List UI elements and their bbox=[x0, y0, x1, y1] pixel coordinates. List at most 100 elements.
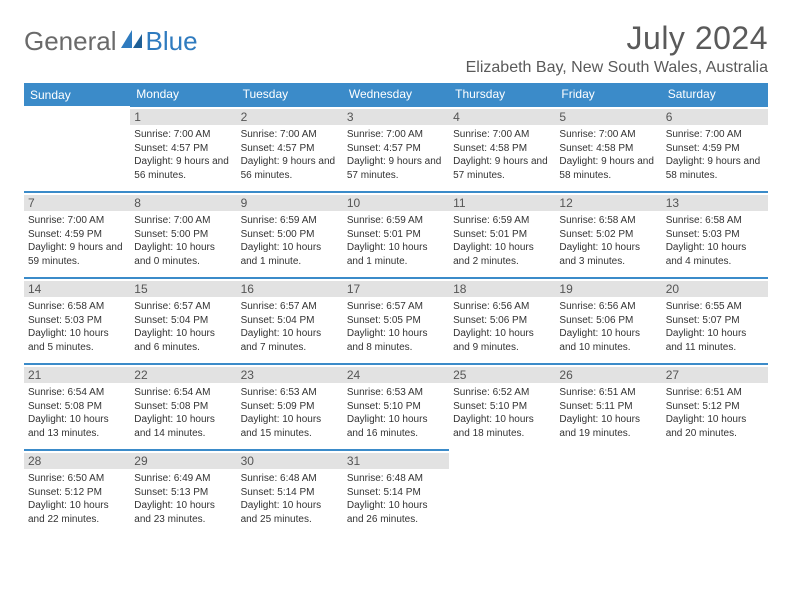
day-number: 21 bbox=[24, 367, 130, 383]
day-number: 20 bbox=[662, 281, 768, 297]
logo-text-blue: Blue bbox=[146, 26, 198, 57]
calendar-day-cell: 4Sunrise: 7:00 AMSunset: 4:58 PMDaylight… bbox=[449, 106, 555, 192]
day-details: Sunrise: 6:59 AMSunset: 5:01 PMDaylight:… bbox=[453, 214, 551, 268]
calendar-day-cell: 30Sunrise: 6:48 AMSunset: 5:14 PMDayligh… bbox=[237, 450, 343, 536]
calendar-day-cell: 16 Sunrise: 6:57 AMSunset: 5:04 PMDayligh… bbox=[237, 278, 343, 364]
calendar-day-cell: 9 Sunrise: 6:59 AMSunset: 5:00 PMDaylight… bbox=[237, 192, 343, 278]
day-number: 1 bbox=[130, 109, 236, 125]
day-number: 14 bbox=[24, 281, 130, 297]
day-details: Sunrise: 6:58 AMSunset: 5:03 PMDaylight:… bbox=[666, 214, 764, 268]
calendar-day-cell: 2Sunrise: 7:00 AMSunset: 4:57 PMDaylight… bbox=[237, 106, 343, 192]
header: General Blue July 2024 Elizabeth Bay, Ne… bbox=[24, 20, 768, 77]
calendar-week-row: 7Sunrise: 7:00 AMSunset: 4:59 PMDaylight… bbox=[24, 192, 768, 278]
day-number: 9 bbox=[237, 195, 343, 211]
calendar-day-cell: 20 Sunrise: 6:55 AMSunset: 5:07 PMDayligh… bbox=[662, 278, 768, 364]
calendar-day-cell bbox=[449, 450, 555, 536]
calendar-day-cell: 21 Sunrise: 6:54 AMSunset: 5:08 PMDayligh… bbox=[24, 364, 130, 450]
calendar-day-cell: 26 Sunrise: 6:51 AMSunset: 5:11 PMDayligh… bbox=[555, 364, 661, 450]
day-details: Sunrise: 7:00 AMSunset: 4:57 PMDaylight:… bbox=[134, 128, 232, 182]
calendar-week-row: 1 Sunrise: 7:00 AMSunset: 4:57 PMDaylight… bbox=[24, 106, 768, 192]
day-details: Sunrise: 6:58 AMSunset: 5:03 PMDaylight:… bbox=[28, 300, 126, 354]
day-number: 2 bbox=[237, 109, 343, 125]
day-number: 27 bbox=[662, 367, 768, 383]
calendar-day-cell: 15 Sunrise: 6:57 AMSunset: 5:04 PMDayligh… bbox=[130, 278, 236, 364]
day-number: 28 bbox=[24, 453, 130, 469]
day-details: Sunrise: 6:58 AMSunset: 5:02 PMDaylight:… bbox=[559, 214, 657, 268]
day-details: Sunrise: 7:00 AMSunset: 4:59 PMDaylight:… bbox=[666, 128, 764, 182]
day-number: 5 bbox=[555, 109, 661, 125]
day-header: Friday bbox=[555, 83, 661, 106]
day-header-row: SundayMondayTuesdayWednesdayThursdayFrid… bbox=[24, 83, 768, 106]
logo: General Blue bbox=[24, 20, 198, 57]
calendar-table: SundayMondayTuesdayWednesdayThursdayFrid… bbox=[24, 83, 768, 536]
day-details: Sunrise: 6:53 AMSunset: 5:10 PMDaylight:… bbox=[347, 386, 445, 440]
day-details: Sunrise: 6:59 AMSunset: 5:00 PMDaylight:… bbox=[241, 214, 339, 268]
day-number: 26 bbox=[555, 367, 661, 383]
day-details: Sunrise: 6:48 AMSunset: 5:14 PMDaylight:… bbox=[347, 472, 445, 526]
day-number: 6 bbox=[662, 109, 768, 125]
day-details: Sunrise: 6:57 AMSunset: 5:05 PMDaylight:… bbox=[347, 300, 445, 354]
day-details: Sunrise: 6:57 AMSunset: 5:04 PMDaylight:… bbox=[241, 300, 339, 354]
calendar-day-cell: 12 Sunrise: 6:58 AMSunset: 5:02 PMDayligh… bbox=[555, 192, 661, 278]
day-details: Sunrise: 6:51 AMSunset: 5:11 PMDaylight:… bbox=[559, 386, 657, 440]
calendar-day-cell: 28 Sunrise: 6:50 AMSunset: 5:12 PMDayligh… bbox=[24, 450, 130, 536]
calendar-day-cell bbox=[555, 450, 661, 536]
day-number: 4 bbox=[449, 109, 555, 125]
calendar-day-cell: 13 Sunrise: 6:58 AMSunset: 5:03 PMDayligh… bbox=[662, 192, 768, 278]
calendar-day-cell: 29Sunrise: 6:49 AMSunset: 5:13 PMDayligh… bbox=[130, 450, 236, 536]
calendar-day-cell: 10 Sunrise: 6:59 AMSunset: 5:01 PMDayligh… bbox=[343, 192, 449, 278]
day-header: Sunday bbox=[24, 83, 130, 106]
calendar-week-row: 28 Sunrise: 6:50 AMSunset: 5:12 PMDayligh… bbox=[24, 450, 768, 536]
day-details: Sunrise: 6:55 AMSunset: 5:07 PMDaylight:… bbox=[666, 300, 764, 354]
day-details: Sunrise: 6:56 AMSunset: 5:06 PMDaylight:… bbox=[559, 300, 657, 354]
day-details: Sunrise: 6:49 AMSunset: 5:13 PMDaylight:… bbox=[134, 472, 232, 526]
calendar-day-cell: 5Sunrise: 7:00 AMSunset: 4:58 PMDaylight… bbox=[555, 106, 661, 192]
calendar-week-row: 21 Sunrise: 6:54 AMSunset: 5:08 PMDayligh… bbox=[24, 364, 768, 450]
day-header: Thursday bbox=[449, 83, 555, 106]
day-number: 8 bbox=[130, 195, 236, 211]
day-number: 10 bbox=[343, 195, 449, 211]
logo-sail-icon bbox=[121, 26, 143, 57]
day-header: Tuesday bbox=[237, 83, 343, 106]
day-details: Sunrise: 6:52 AMSunset: 5:10 PMDaylight:… bbox=[453, 386, 551, 440]
calendar-day-cell: 6 Sunrise: 7:00 AMSunset: 4:59 PMDaylight… bbox=[662, 106, 768, 192]
day-header: Wednesday bbox=[343, 83, 449, 106]
calendar-day-cell: 7Sunrise: 7:00 AMSunset: 4:59 PMDaylight… bbox=[24, 192, 130, 278]
calendar-day-cell: 11 Sunrise: 6:59 AMSunset: 5:01 PMDayligh… bbox=[449, 192, 555, 278]
calendar-day-cell: 8Sunrise: 7:00 AMSunset: 5:00 PMDaylight… bbox=[130, 192, 236, 278]
day-details: Sunrise: 6:50 AMSunset: 5:12 PMDaylight:… bbox=[28, 472, 126, 526]
day-details: Sunrise: 6:59 AMSunset: 5:01 PMDaylight:… bbox=[347, 214, 445, 268]
day-number: 13 bbox=[662, 195, 768, 211]
calendar-day-cell bbox=[24, 106, 130, 192]
day-number: 15 bbox=[130, 281, 236, 297]
calendar-day-cell: 14 Sunrise: 6:58 AMSunset: 5:03 PMDayligh… bbox=[24, 278, 130, 364]
calendar-day-cell: 3 Sunrise: 7:00 AMSunset: 4:57 PMDaylight… bbox=[343, 106, 449, 192]
day-details: Sunrise: 7:00 AMSunset: 4:59 PMDaylight:… bbox=[28, 214, 126, 268]
day-details: Sunrise: 6:53 AMSunset: 5:09 PMDaylight:… bbox=[241, 386, 339, 440]
day-number: 16 bbox=[237, 281, 343, 297]
day-number: 22 bbox=[130, 367, 236, 383]
calendar-day-cell: 22Sunrise: 6:54 AMSunset: 5:08 PMDayligh… bbox=[130, 364, 236, 450]
day-number: 11 bbox=[449, 195, 555, 211]
day-details: Sunrise: 6:48 AMSunset: 5:14 PMDaylight:… bbox=[241, 472, 339, 526]
day-details: Sunrise: 6:57 AMSunset: 5:04 PMDaylight:… bbox=[134, 300, 232, 354]
day-number: 17 bbox=[343, 281, 449, 297]
location: Elizabeth Bay, New South Wales, Australi… bbox=[466, 59, 768, 77]
day-number: 25 bbox=[449, 367, 555, 383]
day-number: 3 bbox=[343, 109, 449, 125]
day-details: Sunrise: 6:51 AMSunset: 5:12 PMDaylight:… bbox=[666, 386, 764, 440]
calendar-day-cell: 23 Sunrise: 6:53 AMSunset: 5:09 PMDayligh… bbox=[237, 364, 343, 450]
month-title: July 2024 bbox=[466, 20, 768, 57]
day-number: 19 bbox=[555, 281, 661, 297]
day-details: Sunrise: 6:54 AMSunset: 5:08 PMDaylight:… bbox=[28, 386, 126, 440]
day-number: 31 bbox=[343, 453, 449, 469]
day-details: Sunrise: 7:00 AMSunset: 4:57 PMDaylight:… bbox=[347, 128, 445, 182]
calendar-day-cell: 19 Sunrise: 6:56 AMSunset: 5:06 PMDayligh… bbox=[555, 278, 661, 364]
calendar-day-cell: 27 Sunrise: 6:51 AMSunset: 5:12 PMDayligh… bbox=[662, 364, 768, 450]
day-number: 12 bbox=[555, 195, 661, 211]
title-block: July 2024 Elizabeth Bay, New South Wales… bbox=[466, 20, 768, 77]
day-details: Sunrise: 6:56 AMSunset: 5:06 PMDaylight:… bbox=[453, 300, 551, 354]
calendar-day-cell: 18Sunrise: 6:56 AMSunset: 5:06 PMDayligh… bbox=[449, 278, 555, 364]
day-number: 23 bbox=[237, 367, 343, 383]
calendar-day-cell: 24Sunrise: 6:53 AMSunset: 5:10 PMDayligh… bbox=[343, 364, 449, 450]
